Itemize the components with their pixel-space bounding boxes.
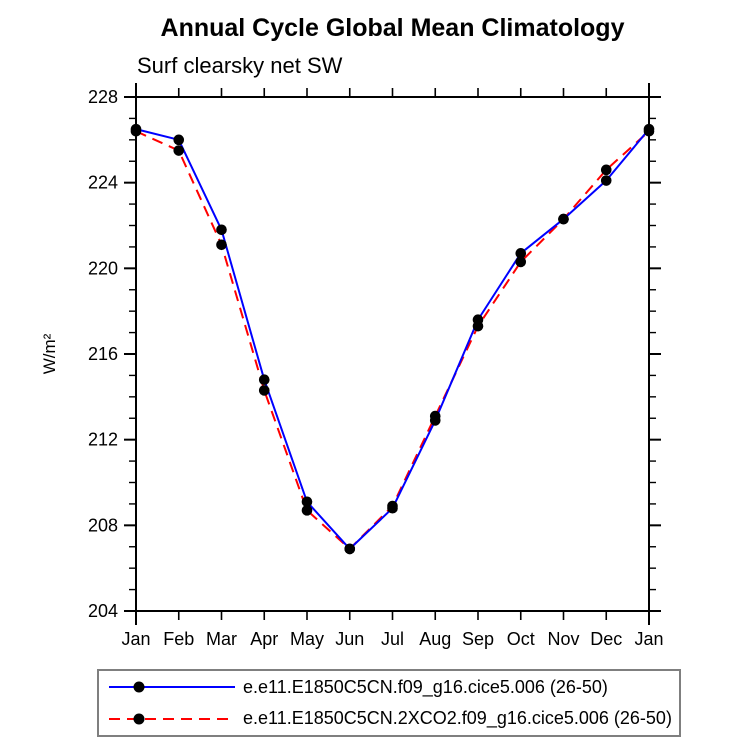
data-point-marker [387, 502, 398, 514]
x-tick-label: Feb [163, 629, 194, 649]
data-point-marker [301, 505, 313, 516]
legend-item-control: e.e11.E1850C5CN.f09_g16.cice5.006 (26-50… [99, 672, 679, 702]
data-point-marker [258, 385, 270, 396]
x-tick-label: Dec [590, 629, 622, 649]
x-tick-label: Jun [335, 629, 364, 649]
data-point-marker [472, 314, 484, 326]
x-tick-label: May [290, 629, 324, 649]
data-point-marker [173, 145, 185, 156]
legend-item-2xco2: e.e11.E1850C5CN.2XCO2.f09_g16.cice5.006 … [99, 704, 679, 734]
data-point-marker [600, 175, 612, 186]
legend-marker-icon [133, 681, 145, 693]
legend-line-dashed-red [109, 713, 235, 725]
data-point-marker [216, 224, 227, 236]
data-point-marker [301, 496, 313, 508]
data-point-marker [173, 134, 185, 146]
legend-marker-icon [133, 713, 145, 725]
y-tick-label: 216 [88, 344, 118, 364]
legend-line-solid-blue [109, 681, 235, 693]
x-tick-label: Nov [547, 629, 579, 649]
data-point-marker [600, 164, 612, 176]
y-tick-label: 212 [88, 430, 118, 450]
x-tick-label: Jul [381, 629, 404, 649]
data-point-marker [429, 415, 441, 426]
data-point-marker [643, 123, 655, 135]
series-line-0 [135, 128, 650, 550]
legend-label-2xco2: e.e11.E1850C5CN.2XCO2.f09_g16.cice5.006 … [243, 708, 672, 729]
data-point-marker [258, 374, 270, 386]
data-point-marker [344, 543, 356, 555]
x-tick-label: Jan [634, 629, 663, 649]
legend-label-control: e.e11.E1850C5CN.f09_g16.cice5.006 (26-50… [243, 676, 608, 697]
chart-title: Annual Cycle Global Mean Climatology [160, 14, 625, 42]
y-tick-label: 204 [88, 601, 118, 621]
data-point-marker [130, 123, 142, 135]
data-point-marker [558, 213, 569, 225]
y-tick-label: 220 [88, 258, 118, 278]
y-tick-label: 224 [88, 173, 118, 193]
y-tick-label: 208 [88, 515, 118, 535]
x-tick-label: Aug [419, 629, 451, 649]
data-point-marker [515, 248, 527, 259]
chart-subtitle: Surf clearsky net SW [137, 53, 343, 78]
x-tick-label: Sep [462, 629, 494, 649]
y-axis-title: W/m² [40, 333, 59, 374]
y-tick-label: 228 [88, 87, 118, 107]
x-tick-label: Apr [250, 629, 278, 649]
x-tick-label: Oct [507, 629, 535, 649]
x-tick-label: Jan [121, 629, 150, 649]
data-point-marker [216, 239, 227, 251]
plot-area: Jan Feb Mar Apr May Jun Jul Aug Sep Oct Nov Dec Jan2… [40, 83, 664, 649]
legend: e.e11.E1850C5CN.f09_g16.cice5.006 (26-50… [97, 669, 681, 737]
data-point-marker [515, 256, 527, 268]
x-tick-label: Mar [206, 629, 237, 649]
series-line-1 [135, 130, 650, 550]
axis-frame [135, 96, 650, 612]
